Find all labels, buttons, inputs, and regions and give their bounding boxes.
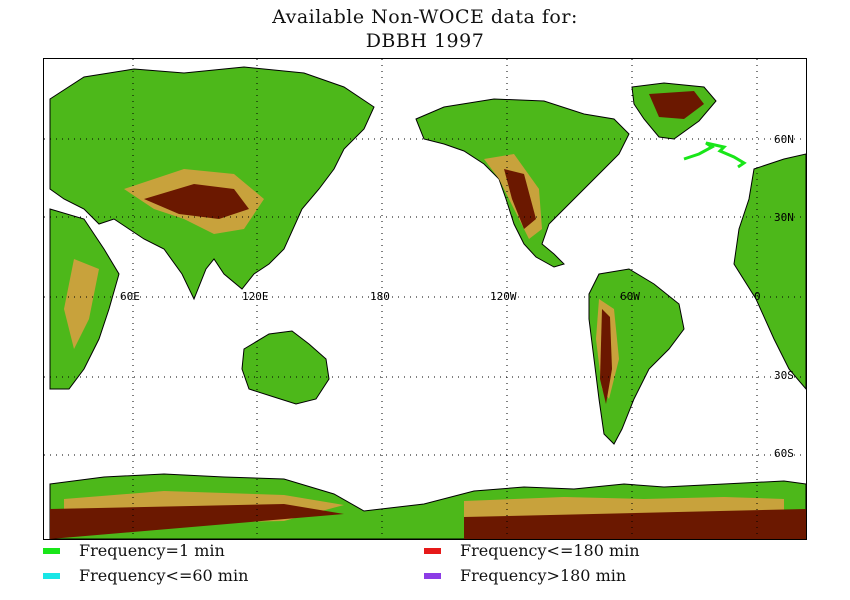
lat-label-60s: 60S	[774, 447, 794, 460]
highland-terrain	[50, 91, 806, 539]
graticule	[44, 59, 806, 539]
lon-label-180: 180	[370, 290, 390, 303]
legend-swatch-purple	[424, 572, 441, 579]
legend-swatch-cyan	[43, 572, 60, 579]
legend-label: Frequency<=180 min	[460, 541, 640, 560]
lon-label-60e: 60E	[120, 290, 140, 303]
world-map: 60E 120E 180 120W 60W 0 60N 30N 30S 60S	[43, 58, 807, 540]
latitude-labels: 60N 30N 30S 60S	[774, 133, 794, 460]
lon-label-120e: 120E	[242, 290, 269, 303]
legend-item-over-180min: Frequency>180 min	[424, 566, 626, 585]
australia-landmass	[241, 330, 330, 405]
lon-label-60w: 60W	[620, 290, 640, 303]
europe-africa-landmass	[733, 153, 806, 390]
legend-item-60min: Frequency<=60 min	[43, 566, 248, 585]
landmasses	[49, 66, 806, 539]
legend-label: Frequency=1 min	[79, 541, 225, 560]
lat-label-60n: 60N	[774, 133, 794, 146]
lat-label-30s: 30S	[774, 369, 794, 382]
legend-label: Frequency<=60 min	[79, 566, 249, 585]
lat-label-30n: 30N	[774, 211, 794, 224]
legend-item-1min: Frequency=1 min	[43, 541, 225, 560]
map-subtitle: DBBH 1997	[365, 30, 485, 52]
legend-swatch-green	[43, 547, 60, 554]
longitude-labels: 60E 120E 180 120W 60W 0	[120, 290, 761, 303]
legend-item-180min: Frequency<=180 min	[424, 541, 640, 560]
lon-label-120w: 120W	[490, 290, 517, 303]
lon-label-0: 0	[754, 290, 761, 303]
world-map-canvas: 60E 120E 180 120W 60W 0 60N 30N 30S 60S	[44, 59, 806, 539]
map-title: Available Non-WOCE data for:	[272, 6, 578, 28]
legend-label: Frequency>180 min	[460, 566, 627, 585]
legend-swatch-red	[424, 547, 441, 554]
ship-track	[683, 141, 747, 169]
